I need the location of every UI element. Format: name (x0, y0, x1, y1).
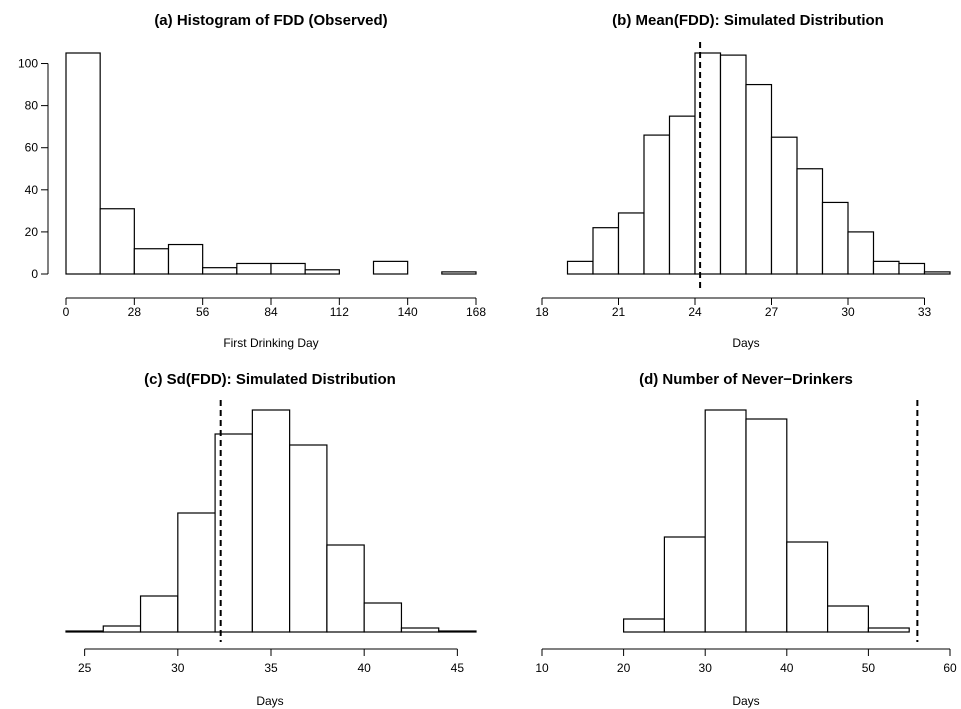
panel-b-bar (694, 52, 722, 275)
panel-c-bar (102, 625, 142, 633)
panel-d-bar (663, 536, 706, 633)
panel-a-y-tick-label: 80 (25, 99, 39, 113)
panel-b-bar (719, 54, 747, 275)
panel-d-bar (786, 541, 829, 633)
panel-a-y-tick-label: 0 (31, 267, 38, 281)
panel-a-y-tick-label: 60 (25, 141, 39, 155)
panel-b-xlabel: Days (732, 336, 759, 350)
panel-d: (d) Number of Never−Drinkers Days 10 20 30… (535, 371, 957, 708)
panel-b-title: (b) Mean(FDD): Simulated Distribution (612, 12, 884, 29)
panel-b-x-tick-label: 33 (918, 305, 932, 319)
panel-a-bar (372, 260, 409, 275)
panel-c-xlabel: Days (256, 694, 283, 708)
panel-b-bar (923, 271, 951, 275)
panel-b-x-tick-label: 30 (841, 305, 855, 319)
panel-a-x-tick-label: 28 (128, 305, 142, 319)
panel-a-bar (202, 267, 238, 275)
panel-a-xlabel: First Drinking Day (223, 336, 318, 350)
panel-c-bar (139, 595, 179, 633)
panel-d-x-tick-label: 30 (699, 661, 713, 675)
panel-d-bar (745, 418, 788, 633)
panel-d-bar (867, 627, 910, 633)
panel-a-bar (133, 248, 170, 275)
panel-c-bar (363, 602, 403, 633)
panel-d-bar (826, 605, 869, 633)
panel-b-bar (745, 83, 773, 275)
panel-a: (a) Histogram of FDD (Observed) First Dr… (18, 12, 486, 350)
panel-a-title: (a) Histogram of FDD (Observed) (154, 12, 387, 29)
panel-c: (c) Sd(FDD): Simulated Distribution Days… (65, 371, 477, 708)
panel-c-x-tick-label: 35 (264, 661, 278, 675)
panel-c-bar (65, 630, 104, 633)
panel-b-bar (643, 134, 671, 275)
panel-c-x-tick-label: 45 (451, 661, 465, 675)
panel-a-bar (236, 262, 272, 275)
panel-a-y-tick-label: 100 (18, 57, 38, 71)
panel-a-bar (65, 52, 101, 275)
panel-b-x-tick-label: 24 (688, 305, 702, 319)
panel-a-y-tick-label: 20 (25, 225, 39, 239)
panel-b-bar (796, 168, 824, 275)
panel-b-bar (847, 231, 875, 275)
panel-c-bar (251, 409, 291, 633)
panel-a-x-tick-label: 140 (398, 305, 418, 319)
panel-b-x-tick-label: 18 (535, 305, 549, 319)
panel-b-bar (872, 260, 900, 275)
panel-b: (b) Mean(FDD): Simulated Distribution Da… (535, 12, 951, 350)
panel-d-xlabel: Days (732, 694, 759, 708)
panel-c-x-tick-label: 40 (358, 661, 372, 675)
panel-c-bar (177, 512, 216, 633)
panel-a-bar (99, 208, 135, 275)
panel-a-bar (270, 262, 306, 275)
panel-a-y-tick-label: 40 (25, 183, 39, 197)
panel-b-bar (898, 262, 926, 275)
panel-c-x-tick-label: 30 (171, 661, 185, 675)
panel-a-x-tick-label: 112 (330, 305, 349, 319)
panel-b-bar (566, 260, 594, 275)
panel-b-bar (770, 136, 798, 275)
panel-b-bar (592, 227, 620, 275)
panel-a-x-tick-label: 0 (63, 305, 70, 319)
panel-a-bar (441, 271, 477, 275)
panel-d-x-tick-label: 40 (780, 661, 794, 675)
panel-c-bar (400, 627, 440, 633)
panel-b-x-tick-label: 27 (765, 305, 779, 319)
panel-b-bar (617, 212, 645, 275)
panel-d-x-tick-label: 10 (535, 661, 549, 675)
panel-d-x-tick-label: 60 (943, 661, 957, 675)
panel-a-bar (167, 243, 204, 275)
panel-d-bar (622, 618, 665, 633)
panel-b-bar (668, 115, 696, 275)
panel-a-x-tick-label: 168 (466, 305, 486, 319)
panel-a-x-tick-label: 56 (196, 305, 210, 319)
panel-b-x-tick-label: 21 (612, 305, 626, 319)
panel-d-x-tick-label: 50 (862, 661, 876, 675)
panel-c-bar (326, 544, 365, 633)
panel-c-bar (438, 630, 477, 633)
panel-c-x-tick-label: 25 (78, 661, 92, 675)
panel-a-x-tick-label: 84 (264, 305, 278, 319)
panel-c-bar (289, 444, 328, 633)
panel-d-title: (d) Number of Never−Drinkers (639, 371, 853, 388)
panel-d-x-tick-label: 20 (617, 661, 631, 675)
panel-c-title: (c) Sd(FDD): Simulated Distribution (144, 371, 396, 388)
panel-a-bar (304, 269, 340, 275)
panel-b-bar (821, 201, 849, 275)
panel-d-bar (704, 409, 747, 633)
